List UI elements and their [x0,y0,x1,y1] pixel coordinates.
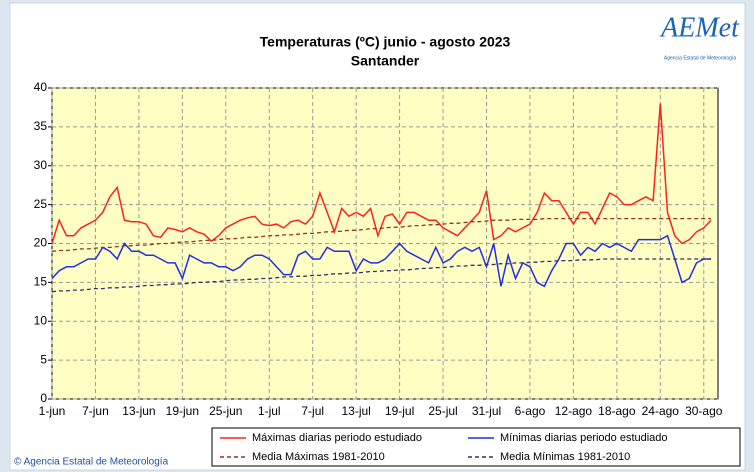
series-line [51,103,712,245]
x-tick-label: 7-jun [82,404,109,418]
y-tick-label: 30 [34,158,48,172]
y-tick-label: 20 [34,236,48,250]
legend-box [211,427,741,467]
logo: AEMet [659,12,740,43]
series-line [51,258,711,293]
x-tick-label: 6-ago [515,404,546,418]
y-tick-label: 0 [40,391,47,405]
y-tick-label: 15 [34,275,48,289]
x-tick-label: 30-ago [685,404,723,418]
x-tick-label: 24-ago [642,404,680,418]
y-tick-label: 10 [34,313,48,327]
series-line [51,234,711,288]
x-tick-label: 25-jul [428,404,457,418]
legend-label: Media Mínimas 1981-2010 [500,451,630,463]
x-tick-label: 1-jul [258,404,281,418]
x-tick-label: 31-jul [472,404,501,418]
x-tick-label: 25-jun [209,404,242,418]
legend-label: Media Máximas 1981-2010 [252,451,385,463]
x-tick-label: 13-jul [341,404,370,418]
x-tick-label: 13-jun [122,404,155,418]
x-tick-label: 19-jun [166,404,199,418]
x-tick-label: 19-jul [385,404,414,418]
y-tick-label: 25 [34,197,48,211]
x-tick-label: 7-jul [301,404,324,418]
legend-label: Mínimas diarias periodo estudiado [500,432,668,444]
y-tick-label: 35 [34,119,48,133]
x-tick-label: 12-ago [555,404,593,418]
credit: © Agencia Estatal de Meteorología [14,457,169,468]
chart-title: Temperaturas (ºC) junio - agosto 2023 [260,34,511,50]
x-tick-label: 1-jun [39,404,66,418]
chart-subtitle: Santander [351,53,420,69]
x-tick-label: 18-ago [598,404,636,418]
series-line [51,217,711,252]
y-tick-label: 5 [40,352,47,366]
logo-caption: Agencia Estatal de Meteorología [664,55,736,61]
legend-label: Máximas diarias periodo estudiado [252,432,422,444]
y-tick-label: 40 [34,80,48,94]
